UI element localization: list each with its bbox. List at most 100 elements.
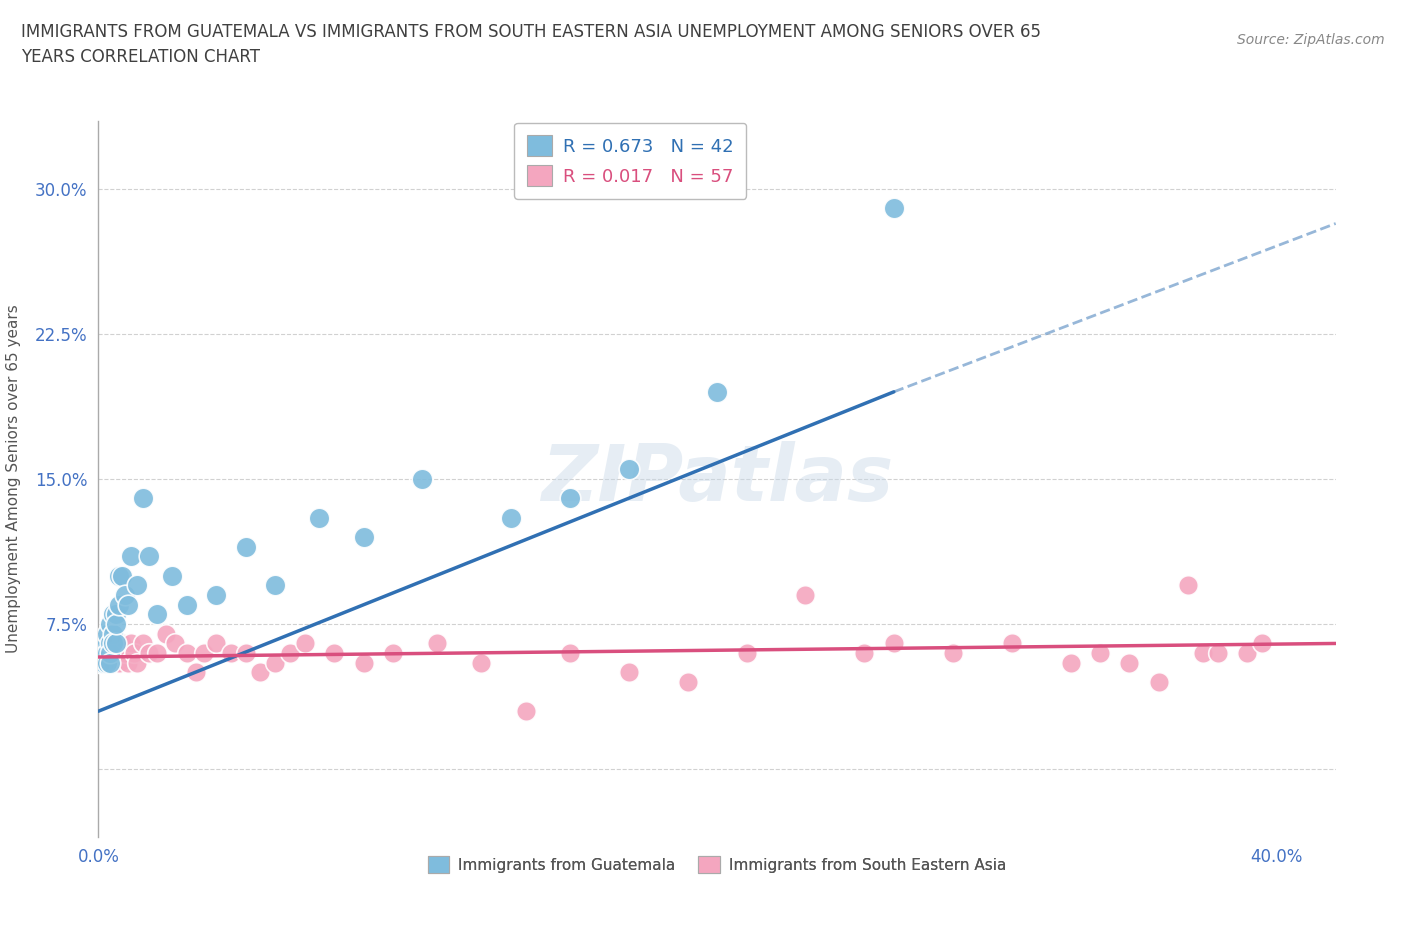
Point <box>235 539 257 554</box>
Point <box>101 645 124 660</box>
Point <box>1059 656 1081 671</box>
Point <box>108 568 131 583</box>
Point <box>98 656 121 671</box>
Point <box>125 656 148 671</box>
Point <box>558 645 581 660</box>
Point <box>108 597 131 612</box>
Point <box>138 645 160 660</box>
Point <box>294 636 316 651</box>
Point <box>125 578 148 592</box>
Point <box>101 656 124 671</box>
Point <box>105 636 128 651</box>
Point <box>193 645 215 660</box>
Point <box>90 656 112 671</box>
Point <box>1177 578 1199 592</box>
Point <box>122 645 145 660</box>
Point <box>96 626 118 641</box>
Point <box>676 675 699 690</box>
Point <box>323 645 346 660</box>
Point <box>138 549 160 564</box>
Point <box>264 578 287 592</box>
Point <box>105 636 128 651</box>
Point <box>1118 656 1140 671</box>
Point <box>219 645 242 660</box>
Point <box>93 636 115 651</box>
Point <box>794 588 817 603</box>
Text: ZIPatlas: ZIPatlas <box>541 441 893 517</box>
Point <box>146 607 169 622</box>
Point <box>883 636 905 651</box>
Point <box>93 645 115 660</box>
Point <box>1192 645 1215 660</box>
Point <box>93 636 115 651</box>
Point <box>98 636 121 651</box>
Point <box>117 597 139 612</box>
Point <box>93 645 115 660</box>
Point <box>426 636 449 651</box>
Point <box>120 636 142 651</box>
Point <box>942 645 965 660</box>
Legend: Immigrants from Guatemala, Immigrants from South Eastern Asia: Immigrants from Guatemala, Immigrants fr… <box>422 850 1012 880</box>
Point <box>264 656 287 671</box>
Point <box>205 588 228 603</box>
Point <box>131 636 153 651</box>
Point <box>184 665 207 680</box>
Text: IMMIGRANTS FROM GUATEMALA VS IMMIGRANTS FROM SOUTH EASTERN ASIA UNEMPLOYMENT AMO: IMMIGRANTS FROM GUATEMALA VS IMMIGRANTS … <box>21 23 1040 66</box>
Point <box>176 645 198 660</box>
Y-axis label: Unemployment Among Seniors over 65 years: Unemployment Among Seniors over 65 years <box>6 305 21 653</box>
Point <box>205 636 228 651</box>
Point <box>105 617 128 631</box>
Point <box>353 529 375 544</box>
Point <box>558 491 581 506</box>
Point <box>105 607 128 622</box>
Point <box>120 549 142 564</box>
Point <box>1206 645 1229 660</box>
Point <box>308 511 330 525</box>
Point <box>382 645 405 660</box>
Point <box>114 588 136 603</box>
Point <box>111 568 134 583</box>
Point <box>883 201 905 216</box>
Point <box>617 462 640 477</box>
Point <box>278 645 301 660</box>
Point <box>735 645 758 660</box>
Point <box>108 656 131 671</box>
Point <box>160 568 183 583</box>
Point <box>146 645 169 660</box>
Point <box>98 645 121 660</box>
Point <box>96 645 118 660</box>
Point <box>411 472 433 486</box>
Point <box>617 665 640 680</box>
Point <box>101 626 124 641</box>
Point <box>101 636 124 651</box>
Point <box>96 636 118 651</box>
Point <box>499 511 522 525</box>
Point <box>114 645 136 660</box>
Point <box>1088 645 1111 660</box>
Point <box>1236 645 1258 660</box>
Point <box>155 626 177 641</box>
Point <box>706 384 728 399</box>
Point <box>96 656 118 671</box>
Point <box>353 656 375 671</box>
Point <box>90 645 112 660</box>
Point <box>111 636 134 651</box>
Point <box>515 704 537 719</box>
Point <box>163 636 186 651</box>
Point <box>249 665 271 680</box>
Point <box>470 656 492 671</box>
Point <box>1001 636 1024 651</box>
Point <box>1251 636 1274 651</box>
Point <box>98 645 121 660</box>
Point <box>90 656 112 671</box>
Point <box>176 597 198 612</box>
Point <box>1147 675 1170 690</box>
Point <box>98 636 121 651</box>
Text: Source: ZipAtlas.com: Source: ZipAtlas.com <box>1237 33 1385 46</box>
Point <box>96 656 118 671</box>
Point <box>101 607 124 622</box>
Point <box>98 617 121 631</box>
Point <box>93 656 115 671</box>
Point <box>853 645 876 660</box>
Point <box>90 645 112 660</box>
